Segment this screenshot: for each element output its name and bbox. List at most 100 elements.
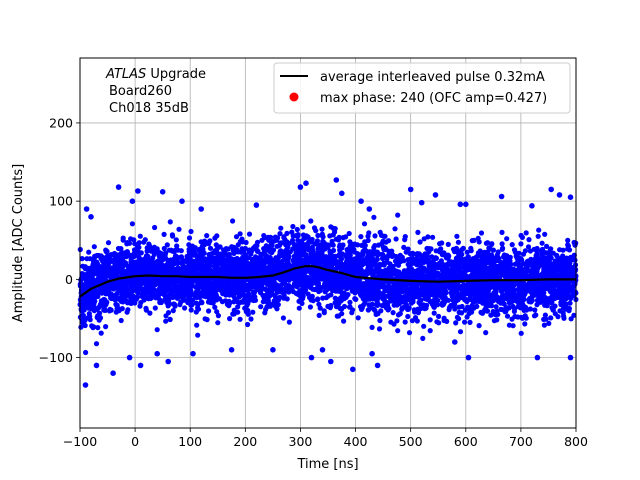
scatter-point [395, 328, 401, 334]
scatter-point [397, 252, 403, 258]
scatter-point [265, 280, 271, 286]
scatter-point [91, 244, 97, 250]
scatter-point [522, 272, 528, 279]
scatter-point [346, 265, 352, 271]
scatter-point [358, 234, 364, 240]
scatter-point [442, 283, 448, 290]
scatter-point [377, 229, 383, 235]
scatter-point [84, 256, 90, 262]
scatter-point [523, 230, 529, 236]
scatter-point [495, 296, 501, 302]
scatter-point [458, 255, 464, 261]
scatter-point [489, 266, 495, 272]
scatter-point [347, 299, 353, 305]
scatter-point [442, 289, 448, 295]
scatter-point [123, 297, 129, 303]
scatter-point [319, 226, 325, 232]
scatter-point [169, 287, 176, 293]
scatter-point [188, 228, 194, 235]
scatter-point [120, 285, 126, 291]
scatter-point [349, 310, 355, 316]
scatter-point [99, 301, 105, 307]
scatter-point [546, 282, 552, 288]
scatter-point [365, 254, 371, 260]
scatter-point [258, 304, 264, 310]
scatter-point [193, 252, 199, 259]
scatter-point [462, 296, 468, 302]
scatter-point [234, 255, 240, 262]
scatter-point [193, 292, 199, 298]
scatter-point [514, 297, 521, 303]
scatter-point [287, 286, 293, 293]
scatter-point [391, 321, 397, 327]
scatter-point [320, 233, 326, 239]
scatter-point [499, 285, 505, 291]
scatter-point [297, 240, 303, 246]
scatter-point [445, 241, 451, 247]
scatter-point [518, 241, 524, 247]
scatter-point [307, 304, 313, 310]
scatter-point [459, 259, 465, 266]
scatter-point [427, 317, 433, 323]
scatter-point [202, 238, 208, 244]
scatter-point [152, 305, 158, 311]
scatter-point [548, 246, 554, 252]
scatter-point [94, 306, 100, 312]
scatter-point [417, 239, 423, 245]
scatter-point [125, 307, 131, 313]
scatter-point [558, 269, 565, 275]
scatter-point [381, 246, 387, 252]
scatter-point [384, 256, 390, 262]
scatter-point [409, 256, 415, 263]
scatter-point [194, 322, 200, 328]
scatter-point [466, 311, 472, 317]
scatter-point [371, 244, 377, 251]
scatter-point [317, 305, 323, 311]
scatter-point [534, 302, 540, 308]
scatter-point [534, 268, 540, 274]
scatter-point [107, 306, 113, 312]
scatter-point [375, 280, 381, 286]
scatter-point [91, 257, 97, 263]
scatter-point [474, 303, 480, 309]
scatter-point [143, 305, 149, 311]
scatter-point [362, 239, 368, 245]
scatter-point [227, 316, 233, 322]
scatter-point [374, 256, 380, 262]
scatter-point [421, 323, 427, 329]
scatter-point [103, 324, 109, 330]
scatter-point [504, 236, 510, 242]
scatter-point [481, 262, 487, 268]
scatter-point [336, 253, 342, 259]
scatter-point [186, 280, 192, 286]
scatter-point [552, 258, 558, 264]
scatter-point [214, 309, 220, 315]
scatter-point [230, 218, 236, 224]
scatter-point [352, 267, 358, 273]
scatter-point [477, 297, 483, 303]
scatter-point [198, 261, 204, 267]
scatter-point [261, 276, 267, 282]
scatter-point [186, 235, 193, 241]
scatter-point [481, 298, 487, 304]
scatter-point [539, 240, 545, 246]
scatter-point [152, 224, 158, 231]
scatter-point [207, 245, 214, 251]
scatter-point [371, 214, 377, 220]
scatter-point [378, 271, 384, 277]
scatter-point [442, 295, 448, 301]
scatter-point [517, 280, 524, 286]
scatter-point [519, 257, 525, 263]
scatter-point [164, 242, 170, 248]
scatter-point [239, 236, 245, 242]
scatter-point [250, 309, 256, 315]
scatter-point [161, 269, 167, 275]
scatter-point [163, 313, 169, 319]
scatter-point [395, 212, 401, 218]
scatter-point [304, 274, 310, 280]
scatter-point [141, 296, 147, 302]
scatter-point [525, 244, 532, 250]
scatter-point [248, 316, 254, 322]
scatter-point [116, 308, 122, 314]
scatter-point [360, 302, 366, 308]
